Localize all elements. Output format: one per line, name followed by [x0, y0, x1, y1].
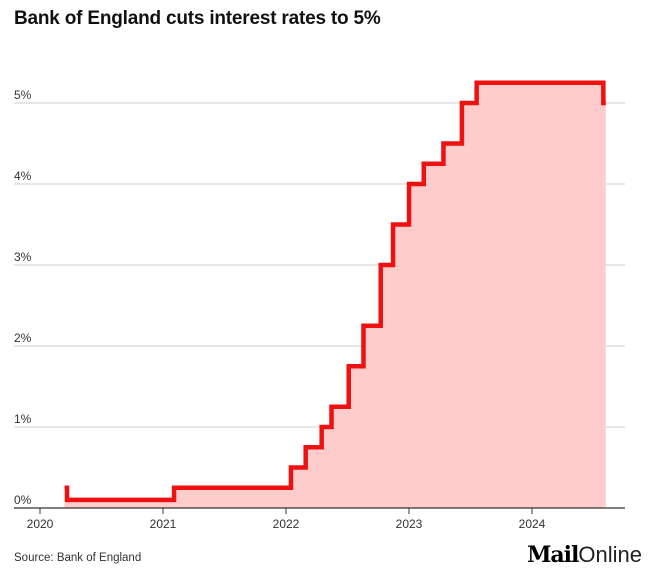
y-tick-label: 0%: [14, 493, 32, 507]
mailonline-logo: MailOnline: [527, 542, 642, 568]
x-tick-label: 2022: [273, 517, 300, 531]
y-tick-label: 2%: [14, 331, 32, 345]
y-tick-label: 4%: [14, 169, 32, 183]
rate-area: [64, 82, 606, 508]
logo-mail-text: Mail: [527, 542, 579, 568]
x-tick-label: 2024: [519, 517, 546, 531]
y-tick-label: 1%: [14, 412, 32, 426]
x-tick-label: 2023: [396, 517, 423, 531]
tick-labels: 0% 1% 2% 3% 4% 5% 2020 2021 2022 2023 2024: [14, 88, 546, 531]
rate-step-line: [64, 80, 606, 503]
axes: [14, 507, 625, 514]
y-tick-label: 3%: [14, 250, 32, 264]
x-tick-label: 2021: [150, 517, 177, 531]
rate-area-fill: [64, 82, 606, 508]
chart-title: Bank of England cuts interest rates to 5…: [14, 8, 381, 29]
y-tick-label: 5%: [14, 88, 32, 102]
rate-line: [64, 80, 606, 503]
source-note: Source: Bank of England: [14, 552, 142, 564]
logo-online-text: Online: [578, 542, 642, 567]
x-tick-label: 2020: [27, 517, 54, 531]
